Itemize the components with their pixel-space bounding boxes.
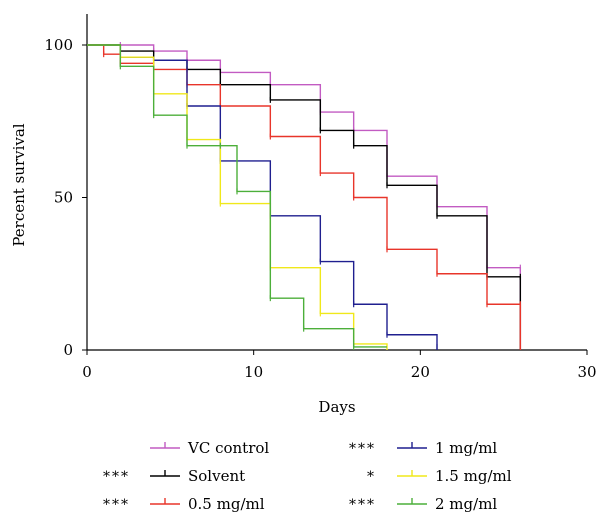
legend-item: * 1.5 mg/ml xyxy=(367,467,512,485)
series-line xyxy=(87,44,388,350)
x-tick-label: 20 xyxy=(411,363,430,381)
series-layer xyxy=(87,42,522,350)
legend-label: 2 mg/ml xyxy=(435,495,497,513)
legend-label: 0.5 mg/ml xyxy=(188,495,265,513)
x-tick-label: 30 xyxy=(577,363,596,381)
series-1-5-mg-ml xyxy=(87,44,388,350)
series-line xyxy=(87,44,522,350)
legend-significance: * xyxy=(367,469,376,485)
legend-significance: *** xyxy=(349,497,376,513)
y-axis-title: Percent survival xyxy=(10,123,28,246)
legend-item: *** 1 mg/ml xyxy=(349,439,497,457)
legend-label: 1.5 mg/ml xyxy=(435,467,512,485)
legend-label: 1 mg/ml xyxy=(435,439,497,457)
legend-item: *** 2 mg/ml xyxy=(349,495,497,513)
y-tick-label: 0 xyxy=(63,341,73,359)
series-2-mg-ml xyxy=(87,44,387,350)
legend-label: VC control xyxy=(187,439,269,457)
y-tick-label: 100 xyxy=(44,36,73,54)
series-line xyxy=(87,44,387,348)
y-tick-label: 50 xyxy=(54,189,73,207)
legend-item: *** 0.5 mg/ml xyxy=(103,495,265,513)
legend: VC control *** Solvent *** 0.5 mg/ml *** 1 mg/… xyxy=(103,439,512,513)
legend-significance: *** xyxy=(103,469,130,485)
legend-significance: *** xyxy=(349,441,376,457)
legend-significance: *** xyxy=(103,497,130,513)
legend-item: *** Solvent xyxy=(103,467,245,485)
x-tick-label: 10 xyxy=(244,363,263,381)
tick-labels: 0 10 20 30 0 50 100 xyxy=(44,36,596,381)
x-tick-label: 0 xyxy=(82,363,92,381)
axes xyxy=(82,14,588,355)
legend-item: VC control xyxy=(150,439,269,457)
legend-label: Solvent xyxy=(188,467,245,485)
x-axis-title: Days xyxy=(318,398,355,416)
